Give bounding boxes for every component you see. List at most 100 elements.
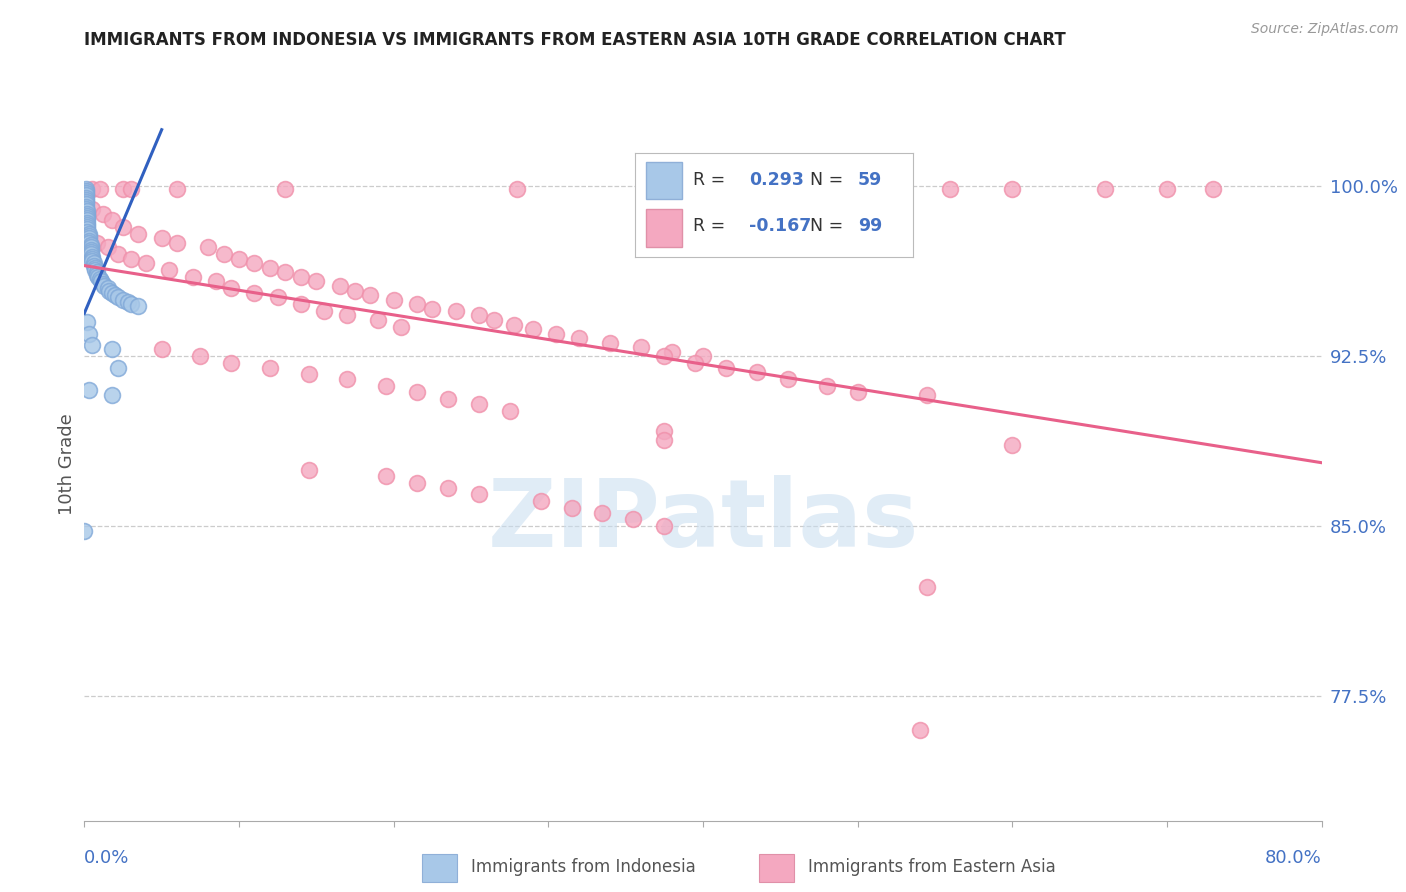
Point	[468, 397, 491, 411]
Point	[468, 487, 491, 501]
Point	[375, 378, 398, 392]
Point	[79, 238, 101, 252]
Point	[107, 247, 129, 261]
Point	[228, 252, 250, 266]
Point	[75, 181, 97, 195]
Text: Source: ZipAtlas.com: Source: ZipAtlas.com	[1251, 22, 1399, 37]
Point	[661, 344, 683, 359]
Point	[76, 204, 98, 219]
Point	[76, 209, 98, 223]
Point	[382, 293, 405, 307]
Text: Immigrants from Eastern Asia: Immigrants from Eastern Asia	[808, 858, 1056, 877]
Point	[437, 481, 460, 495]
Point	[685, 356, 707, 370]
Point	[101, 388, 124, 402]
FancyBboxPatch shape	[422, 855, 457, 881]
Point	[592, 506, 614, 520]
Point	[73, 524, 96, 538]
Point	[422, 301, 444, 316]
FancyBboxPatch shape	[759, 855, 794, 881]
Point	[522, 322, 544, 336]
Point	[128, 227, 150, 241]
Point	[101, 343, 124, 357]
Point	[917, 388, 939, 402]
Point	[568, 331, 591, 345]
Point	[1001, 181, 1024, 195]
Point	[298, 462, 321, 476]
Point	[93, 279, 115, 293]
Text: IMMIGRANTS FROM INDONESIA VS IMMIGRANTS FROM EASTERN ASIA 10TH GRADE CORRELATION: IMMIGRANTS FROM INDONESIA VS IMMIGRANTS …	[84, 31, 1066, 49]
Point	[243, 256, 266, 270]
Point	[150, 343, 173, 357]
Point	[77, 229, 100, 244]
Point	[815, 378, 838, 392]
Point	[166, 235, 188, 250]
Point	[391, 319, 413, 334]
Point	[79, 247, 101, 261]
Point	[150, 231, 173, 245]
Point	[77, 326, 100, 341]
Text: Immigrants from Indonesia: Immigrants from Indonesia	[471, 858, 696, 877]
Point	[77, 235, 100, 250]
Point	[97, 281, 120, 295]
Point	[375, 469, 398, 483]
Point	[205, 275, 228, 289]
Point	[197, 240, 219, 254]
Point	[221, 356, 243, 370]
Point	[89, 181, 111, 195]
Point	[75, 186, 97, 201]
Point	[778, 372, 800, 386]
Point	[76, 218, 98, 232]
Point	[623, 512, 645, 526]
Point	[716, 360, 738, 375]
Point	[86, 268, 108, 282]
Point	[692, 349, 714, 363]
Point	[406, 385, 429, 400]
Point	[135, 256, 157, 270]
Point	[75, 193, 97, 207]
Point	[77, 383, 100, 397]
Point	[654, 349, 676, 363]
Text: N =: N =	[810, 218, 849, 235]
Point	[274, 181, 297, 195]
Point	[120, 252, 142, 266]
Text: 99: 99	[858, 218, 882, 235]
Point	[112, 293, 135, 307]
Point	[87, 269, 110, 284]
Point	[468, 309, 491, 323]
Point	[76, 213, 98, 227]
Point	[79, 245, 101, 260]
Point	[77, 227, 100, 241]
Point	[530, 494, 553, 508]
Point	[290, 297, 312, 311]
Point	[1156, 181, 1178, 195]
Point	[76, 206, 98, 220]
Point	[267, 290, 290, 304]
Point	[506, 181, 529, 195]
Point	[484, 313, 506, 327]
Point	[76, 315, 98, 329]
Point	[290, 269, 312, 284]
Text: -0.167: -0.167	[749, 218, 811, 235]
Point	[329, 279, 352, 293]
Text: 59: 59	[858, 170, 882, 189]
Point	[561, 501, 583, 516]
Point	[82, 252, 104, 266]
Point	[83, 256, 105, 270]
Point	[75, 184, 97, 198]
Point	[79, 240, 101, 254]
Text: 80.0%: 80.0%	[1265, 849, 1322, 867]
Point	[76, 211, 98, 225]
Point	[97, 240, 120, 254]
Point	[75, 195, 97, 210]
Point	[89, 272, 111, 286]
Point	[654, 519, 676, 533]
Point	[90, 275, 112, 289]
Point	[166, 181, 188, 195]
FancyBboxPatch shape	[647, 161, 682, 199]
Point	[305, 275, 328, 289]
Text: N =: N =	[810, 170, 849, 189]
Point	[128, 299, 150, 313]
Point	[86, 235, 108, 250]
Point	[846, 385, 869, 400]
